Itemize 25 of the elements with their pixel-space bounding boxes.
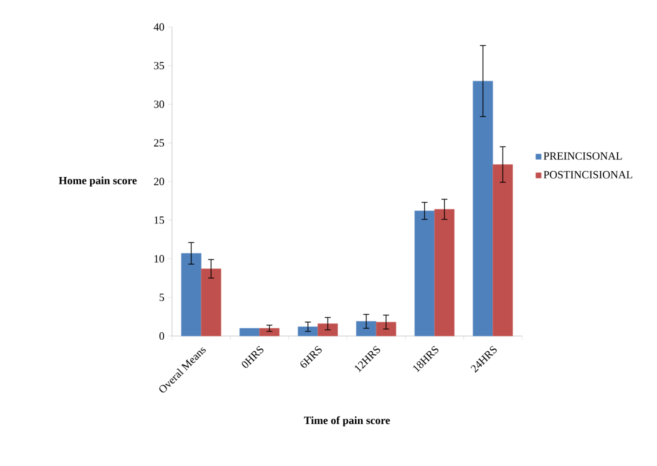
y-tick-label: 20: [154, 178, 164, 186]
legend-label: PREINCISONAL: [544, 152, 622, 160]
y-tick-label: 10: [154, 255, 164, 262]
y-tick-label: 25: [154, 139, 164, 147]
y-tick-label: 5: [160, 294, 164, 302]
y-axis-title: Home pain score: [58, 176, 137, 186]
bar: [200, 268, 222, 336]
bar: [492, 164, 513, 336]
bar: [434, 209, 455, 336]
bar: [298, 326, 318, 336]
bar: [181, 253, 202, 336]
y-tick-label: 40: [154, 23, 164, 31]
y-tick-label: 15: [154, 216, 164, 224]
bar: [239, 328, 260, 336]
legend-label: POSTINCISIONAL: [544, 171, 632, 178]
y-tick-label: 30: [154, 100, 164, 108]
bar: [318, 323, 338, 336]
y-tick-label: 0: [159, 332, 164, 340]
bar: [356, 321, 376, 336]
bar: [259, 328, 280, 336]
y-tick-label: 35: [154, 62, 164, 70]
bar: [414, 210, 435, 336]
x-axis-title: Time of pain score: [304, 416, 390, 426]
bar: [472, 80, 494, 336]
bar: [376, 322, 396, 336]
